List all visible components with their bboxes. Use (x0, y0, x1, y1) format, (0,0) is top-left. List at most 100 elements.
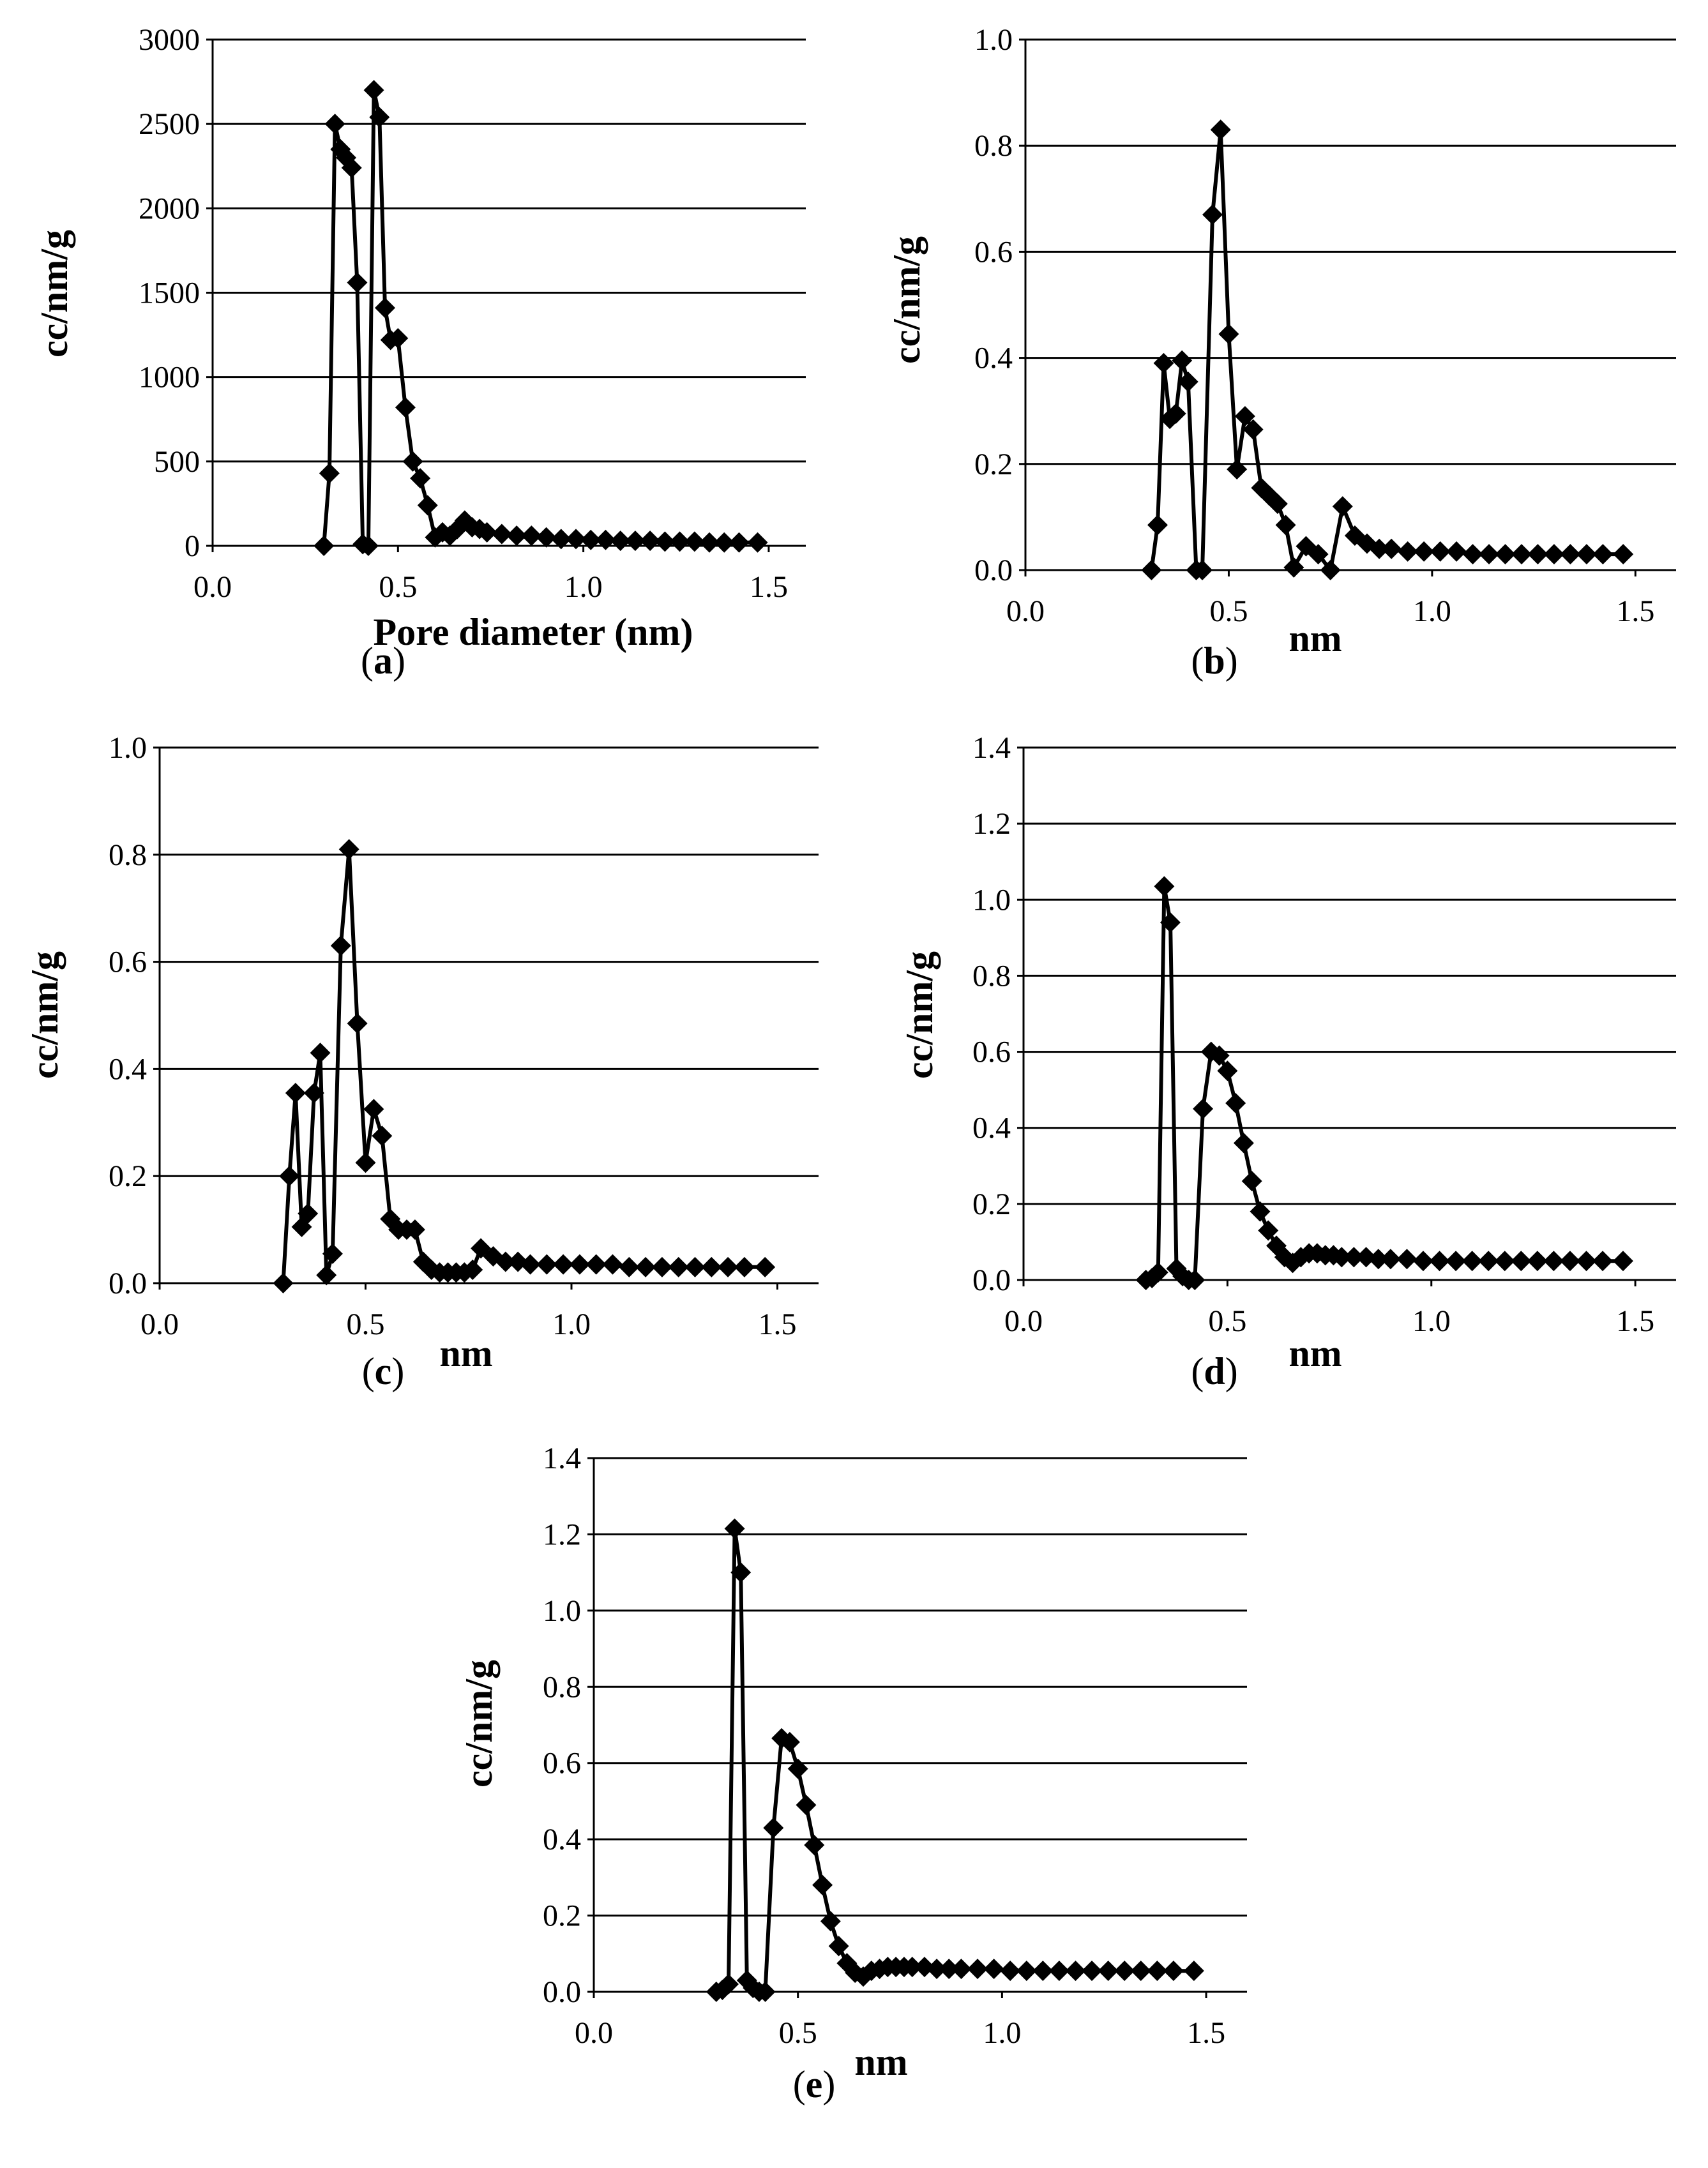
y-tick-label: 3000 (139, 23, 200, 57)
data-point (1160, 912, 1181, 933)
x-tick-label: 0.5 (379, 570, 417, 604)
data-point (1430, 541, 1451, 562)
y-axis-label: cc/nm/g (458, 1660, 500, 1788)
y-tick-label: 2000 (139, 192, 200, 225)
y-tick-label: 0.6 (972, 1035, 1011, 1069)
data-point (1369, 538, 1390, 559)
data-point (1130, 1961, 1151, 1982)
data-point (610, 531, 631, 552)
data-point (734, 1256, 755, 1277)
data-point (1320, 560, 1341, 580)
x-axis-label: nm (439, 1332, 492, 1374)
y-tick-label: 0.0 (543, 1975, 581, 2009)
y-tick-label: 0.4 (109, 1052, 147, 1086)
data-point (298, 1203, 319, 1224)
chart-c: 0.0 0.2 0.4 0.6 0.8 1.0 0.0 0.5 1.0 1.5 nm cc/nm/g (… (24, 731, 819, 1392)
data-point (1446, 541, 1467, 562)
data-point (1183, 1961, 1204, 1982)
panel-caption-d: (d) (1191, 1350, 1237, 1392)
data-point (796, 1795, 817, 1816)
data-point (684, 1256, 706, 1277)
data-point (747, 532, 768, 553)
x-tick-label: 1.0 (983, 2016, 1021, 2050)
y-tick-label: 0.2 (543, 1899, 581, 1933)
data-point (914, 1957, 935, 1978)
series-line (1149, 128, 1624, 572)
data-point (1147, 515, 1168, 536)
x-tick-label: 1.5 (1616, 1304, 1654, 1338)
y-tick-label: 1.4 (972, 731, 1011, 765)
y-tick-label: 1.2 (972, 807, 1011, 841)
y-tick-label: 0.8 (972, 959, 1011, 993)
data-point (404, 1219, 425, 1240)
x-tick-label: 1.0 (552, 1307, 591, 1341)
series-line (322, 88, 758, 548)
data-point (1396, 1249, 1417, 1270)
series-line (715, 1526, 1194, 1994)
data-point (1613, 544, 1634, 565)
data-point (755, 1982, 776, 2002)
y-axis-label: cc/nm/g (886, 236, 928, 364)
data-point (388, 327, 409, 349)
data-point (374, 297, 395, 319)
data-point (718, 1974, 739, 1995)
data-point (341, 157, 362, 178)
data-point (654, 531, 676, 552)
x-tick-label: 0.5 (1209, 594, 1248, 628)
data-point (635, 1256, 656, 1277)
data-point (550, 529, 571, 550)
data-point (1283, 557, 1304, 578)
data-point (926, 1959, 948, 1980)
data-point (1218, 324, 1239, 345)
data-point (983, 1959, 1004, 1980)
data-point (718, 1256, 739, 1277)
data-point (1177, 371, 1198, 392)
data-point (536, 1254, 557, 1275)
data-point (1202, 204, 1223, 225)
y-tick-label: 0 (185, 529, 200, 563)
data-point (324, 114, 345, 135)
data-point (521, 525, 542, 546)
chart-e: 0.0 0.2 0.4 0.6 0.8 1.0 1.2 1.4 0.0 0.5 1.0 1.5 nm cc… (458, 1442, 1247, 2105)
data-point (1227, 459, 1248, 480)
data-point (699, 532, 720, 553)
data-point (1234, 406, 1255, 427)
x-tick-label: 0.0 (193, 570, 232, 604)
data-point (828, 1936, 849, 1957)
data-point (310, 1043, 331, 1064)
data-point (619, 1256, 640, 1277)
data-point (624, 531, 646, 552)
data-point (1048, 1961, 1069, 1982)
data-point (285, 1083, 306, 1104)
data-point (763, 1818, 784, 1839)
panel-caption-e: (e) (793, 2063, 836, 2105)
x-tick-label: 0.5 (347, 1307, 385, 1341)
data-point (347, 1013, 368, 1034)
y-tick-label: 0.4 (543, 1823, 581, 1856)
data-point (1098, 1961, 1119, 1982)
series-line (281, 847, 766, 1284)
data-point (714, 532, 735, 553)
data-point (669, 531, 690, 552)
data-point (1275, 515, 1296, 536)
data-point (1592, 1251, 1614, 1272)
data-point (1576, 544, 1597, 565)
x-tick-label: 0.5 (1208, 1304, 1246, 1338)
data-point (462, 1260, 483, 1281)
x-tick-label: 0.0 (1004, 1304, 1043, 1338)
y-tick-label: 0.4 (974, 342, 1013, 375)
data-point (1478, 1251, 1499, 1272)
data-point (1290, 1247, 1311, 1268)
data-point (363, 1099, 384, 1120)
data-point (651, 1256, 672, 1277)
data-point (319, 463, 340, 484)
y-tick-label: 1.0 (974, 23, 1013, 57)
x-tick-label: 0.0 (1006, 594, 1045, 628)
y-tick-label: 0.8 (543, 1670, 581, 1704)
chart-d: 0.0 0.2 0.4 0.6 0.8 1.0 1.2 1.4 0.0 0.5 1.0 1.5 nm cc… (898, 731, 1676, 1392)
data-point (967, 1959, 988, 1980)
data-point (569, 1254, 590, 1275)
data-point (1331, 1247, 1352, 1268)
data-point (787, 1758, 808, 1779)
